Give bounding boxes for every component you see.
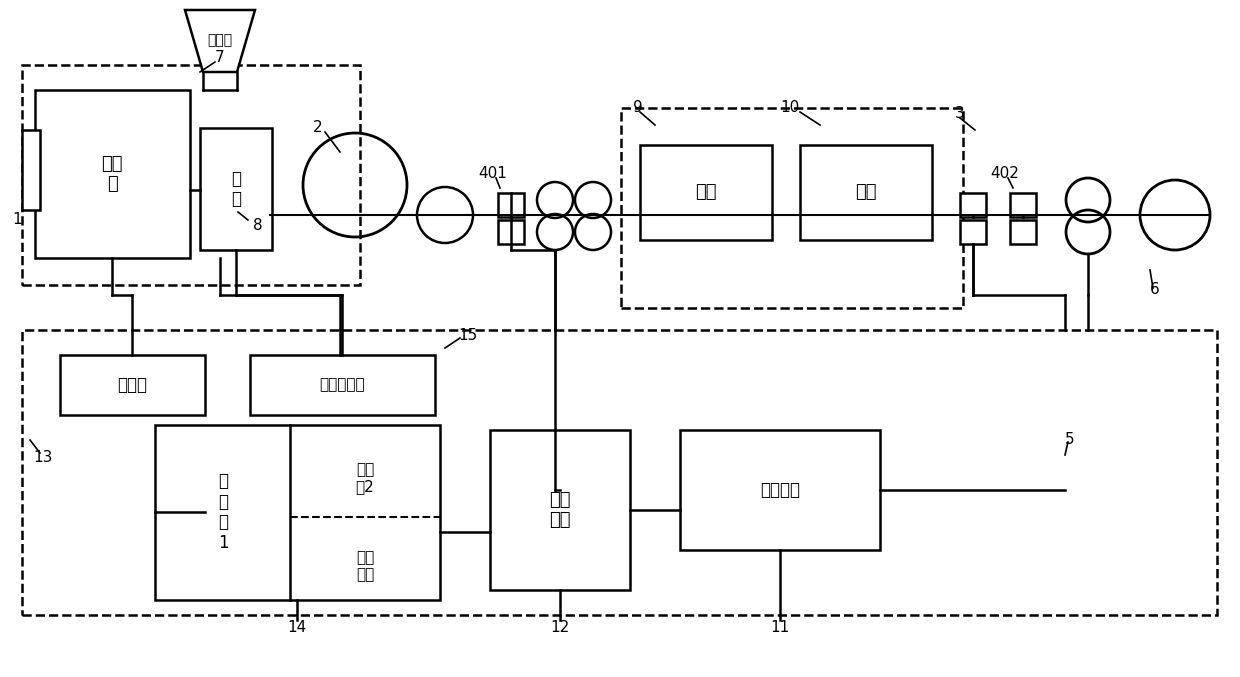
- Bar: [680, 430, 880, 550]
- Text: 8: 8: [253, 217, 263, 232]
- Bar: [490, 430, 630, 590]
- Bar: [800, 145, 932, 240]
- Text: 6: 6: [1151, 282, 1159, 297]
- Text: 2: 2: [314, 121, 322, 135]
- Text: 9: 9: [634, 100, 642, 116]
- Text: 3: 3: [955, 106, 965, 121]
- Text: 1: 1: [12, 213, 22, 227]
- Text: 投料口: 投料口: [207, 33, 233, 47]
- Bar: [155, 425, 440, 600]
- Bar: [640, 145, 773, 240]
- Bar: [22, 65, 360, 285]
- Bar: [60, 355, 205, 415]
- Text: 模头调节器: 模头调节器: [319, 378, 365, 393]
- Bar: [960, 193, 986, 217]
- Text: 横拉: 横拉: [856, 183, 877, 201]
- Bar: [250, 355, 435, 415]
- Text: 模
头: 模 头: [231, 170, 241, 209]
- Text: 挤出
机: 挤出 机: [102, 154, 123, 194]
- Text: 控制
器2: 控制 器2: [356, 462, 374, 494]
- Bar: [22, 130, 40, 210]
- Text: 401: 401: [479, 165, 507, 181]
- Bar: [22, 330, 1216, 615]
- Text: 5: 5: [1065, 433, 1075, 447]
- Text: 402: 402: [991, 165, 1019, 181]
- Polygon shape: [185, 10, 255, 72]
- Bar: [1011, 193, 1035, 217]
- Bar: [1011, 220, 1035, 244]
- Text: 11: 11: [770, 621, 790, 636]
- Bar: [200, 128, 272, 250]
- Text: 变频器: 变频器: [117, 376, 148, 394]
- Text: 12: 12: [551, 621, 569, 636]
- Text: 控
制
器
1: 控 制 器 1: [218, 472, 228, 552]
- Bar: [35, 90, 190, 258]
- Text: 处理
模块: 处理 模块: [549, 491, 570, 529]
- Text: 14: 14: [288, 621, 306, 636]
- Text: 10: 10: [780, 100, 800, 116]
- Bar: [498, 193, 525, 217]
- Text: 15: 15: [459, 328, 477, 343]
- Bar: [960, 220, 986, 244]
- Bar: [621, 108, 963, 308]
- Bar: [498, 220, 525, 244]
- Text: 7: 7: [216, 51, 224, 66]
- Text: 纵拉: 纵拉: [696, 183, 717, 201]
- Text: 采集模块: 采集模块: [760, 481, 800, 499]
- Text: 13: 13: [33, 450, 52, 466]
- Text: 控制
模块: 控制 模块: [356, 550, 374, 582]
